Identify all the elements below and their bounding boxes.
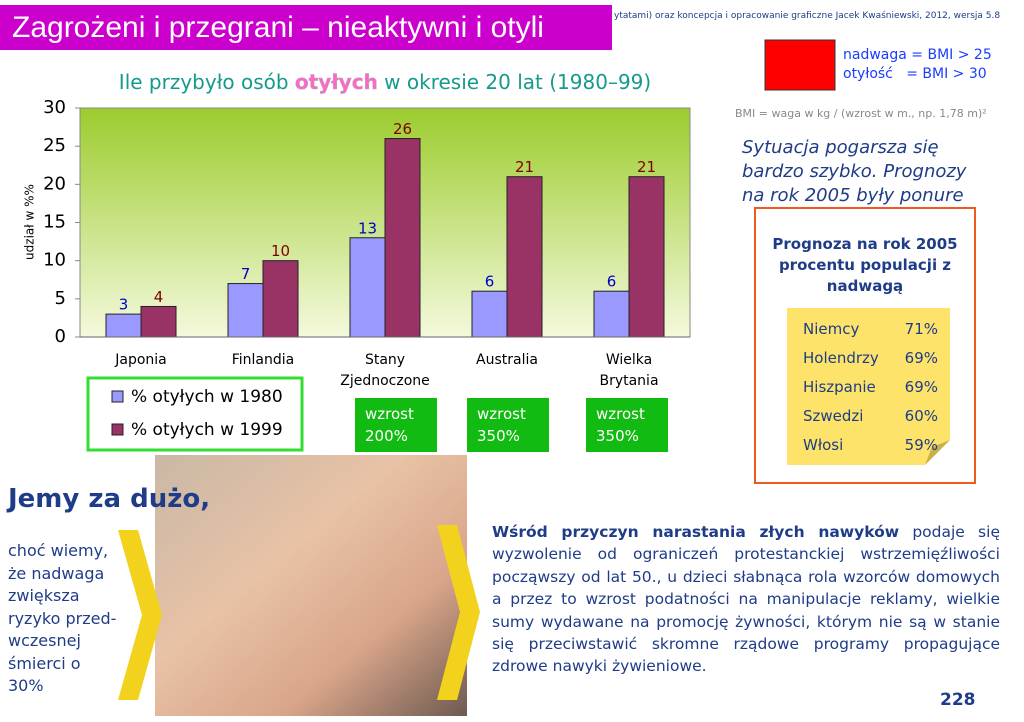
bar xyxy=(227,283,264,338)
y-tick-label: 30 xyxy=(43,97,66,118)
x-tick-label: Stany Zjednoczone xyxy=(340,352,430,389)
country: Holendrzy xyxy=(803,349,879,367)
country: Niemcy xyxy=(803,320,860,338)
paragraph: Wśród przyczyn narastania złych nawyków … xyxy=(492,521,1000,678)
annotation-line: wzrost xyxy=(596,405,645,423)
label-line: Stany xyxy=(365,352,405,368)
x-tick-label: Australia xyxy=(476,352,538,368)
bar xyxy=(262,260,299,338)
data-label: 13 xyxy=(358,219,377,237)
data-label: 21 xyxy=(637,158,656,176)
annotation-line: wzrost xyxy=(365,405,414,423)
headline: Jemy za dużo, xyxy=(8,484,211,514)
chart-title: Ile przybyło osób otyłych w okresie 20 l… xyxy=(119,70,651,94)
forecast-row: Holendrzy 69% xyxy=(803,349,938,378)
annotation: wzrost 350% xyxy=(596,405,645,445)
red-swatch xyxy=(764,39,836,91)
bmi-line: nadwaga = BMI > 25 xyxy=(843,47,992,63)
label-line: Finlandia xyxy=(232,352,295,368)
header-note: ytatami) oraz koncepcja i opracowanie gr… xyxy=(614,11,1001,21)
y-tick-label: 5 xyxy=(55,288,66,309)
bar xyxy=(471,290,508,338)
annotation: wzrost 350% xyxy=(477,405,526,445)
chevron xyxy=(118,530,162,700)
country: Szwedzi xyxy=(803,407,864,425)
situation-note: Sytuacja pogarsza się bardzo szybko. Pro… xyxy=(742,137,967,206)
title-part: Ile przybyło osób xyxy=(119,70,289,94)
bar xyxy=(593,290,630,338)
forecast-row: Włosi 59% xyxy=(803,436,938,465)
title-part: w okresie 20 lat (1980–99) xyxy=(384,70,651,94)
forecast-row: Szwedzi 60% xyxy=(803,407,938,436)
bmi-formula: BMI = waga w kg / (wzrost w m., np. 1,78… xyxy=(735,107,987,120)
label-line: Japonia xyxy=(114,352,167,368)
x-tick-label: Japonia xyxy=(114,352,167,368)
chevron xyxy=(437,525,480,700)
bmi-legend: nadwaga = BMI > 25 otyłość = BMI > 30 xyxy=(843,46,992,84)
legend-label: % otyłych w 1999 xyxy=(131,420,283,440)
bar xyxy=(140,305,177,338)
data-label: 6 xyxy=(607,273,617,291)
forecast-row: Hiszpanie 69% xyxy=(803,378,938,407)
title-part: otyłych xyxy=(295,70,378,94)
paragraph-lead: Wśród przyczyn narastania złych nawyków xyxy=(492,523,900,541)
y-tick-label: 25 xyxy=(43,135,66,156)
bar xyxy=(105,313,142,338)
y-tick-label: 0 xyxy=(55,326,66,347)
data-label: 26 xyxy=(393,120,412,138)
label-line: Wielka xyxy=(606,352,652,368)
percent: 69% xyxy=(904,349,938,367)
page-number: 228 xyxy=(940,690,976,710)
data-label: 4 xyxy=(154,288,164,306)
label-line: Zjednoczone xyxy=(340,373,430,389)
data-label: 10 xyxy=(271,242,290,260)
x-tick-label: Wielka Brytania xyxy=(599,352,658,389)
annotation-line: 350% xyxy=(477,427,520,445)
note-paper xyxy=(787,308,950,465)
legend-label: % otyłych w 1980 xyxy=(131,387,283,407)
country: Hiszpanie xyxy=(803,378,876,396)
data-label: 3 xyxy=(119,296,129,314)
y-tick-label: 10 xyxy=(43,250,66,271)
data-label: 21 xyxy=(515,158,534,176)
bar xyxy=(349,237,386,338)
label-line: Australia xyxy=(476,352,538,368)
side-note: choć wiemy, że nadwaga zwiększa ryzyko p… xyxy=(8,541,117,695)
y-axis-label: udział w %% xyxy=(23,184,37,260)
data-label: 6 xyxy=(485,273,495,291)
legend-box xyxy=(86,376,304,452)
annotation-line: 200% xyxy=(365,427,408,445)
bmi-line: otyłość = BMI > 30 xyxy=(843,66,987,82)
x-tick-label: Finlandia xyxy=(232,352,295,368)
annotation-box xyxy=(467,398,549,452)
y-tick-label: 15 xyxy=(43,212,66,233)
note-fold xyxy=(925,440,950,465)
annotation-box xyxy=(586,398,668,452)
y-tick-label: 20 xyxy=(43,173,66,194)
forecast-row: Niemcy 71% xyxy=(803,320,938,349)
annotation: wzrost 200% xyxy=(365,405,414,445)
percent: 60% xyxy=(904,407,938,425)
data-label: 7 xyxy=(241,265,251,283)
photo xyxy=(155,455,467,716)
percent: 59% xyxy=(904,436,938,454)
label-line: Brytania xyxy=(599,373,658,389)
legend-swatch xyxy=(111,423,124,436)
percent: 71% xyxy=(904,320,938,338)
slide-title: Zagrożeni i przegrani – nieaktywni i oty… xyxy=(0,5,612,50)
forecast-list: Niemcy 71% Holendrzy 69% Hiszpanie 69% Szwedzi… xyxy=(803,320,938,465)
paragraph-text: podaje się wyzwolenie od ograniczeń prot… xyxy=(492,523,1000,676)
annotation-box xyxy=(355,398,437,452)
country: Włosi xyxy=(803,436,844,454)
bar xyxy=(384,138,421,338)
annotation-line: 350% xyxy=(596,427,639,445)
annotation-line: wzrost xyxy=(477,405,526,423)
forecast-title: Prognoza na rok 2005 procentu populacji … xyxy=(772,235,958,295)
legend-swatch xyxy=(111,390,124,403)
percent: 69% xyxy=(904,378,938,396)
bar xyxy=(506,176,543,338)
bar xyxy=(628,176,665,338)
